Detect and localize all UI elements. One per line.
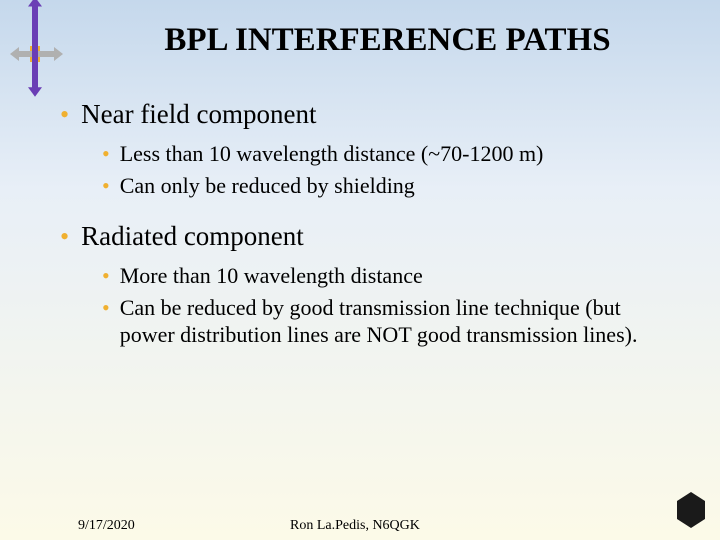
bullet-icon: • (102, 265, 110, 287)
footer-date: 9/17/2020 (78, 518, 135, 534)
slide-title: BPL INTERFERENCE PATHS (85, 22, 690, 59)
bullet-main: • Near field component (60, 99, 690, 130)
bullet-sub-text: More than 10 wavelength distance (120, 262, 423, 290)
bullet-icon: • (102, 143, 110, 165)
bullet-icon: • (102, 175, 110, 197)
footer-author: Ron La.Pedis, N6QGK (290, 518, 420, 534)
corner-decoration-icon (10, 0, 70, 100)
bullet-icon: • (60, 224, 69, 250)
sub-bullet-list: • More than 10 wavelength distance • Can… (60, 262, 690, 349)
bullet-sub-text: Can only be reduced by shielding (120, 172, 415, 200)
arrl-logo-icon (677, 492, 705, 528)
bullet-sub: • Can only be reduced by shielding (102, 172, 690, 200)
bullet-sub: • More than 10 wavelength distance (102, 262, 690, 290)
slide: BPL INTERFERENCE PATHS • Near field comp… (0, 0, 720, 540)
bullet-main-text: Near field component (81, 99, 316, 130)
bullet-icon: • (102, 297, 110, 319)
bullet-sub: • Can be reduced by good transmission li… (102, 294, 690, 349)
bullet-main-text: Radiated component (81, 221, 304, 252)
bullet-main: • Radiated component (60, 221, 690, 252)
bullet-icon: • (60, 102, 69, 128)
slide-content: • Near field component • Less than 10 wa… (30, 99, 690, 349)
bullet-sub-text: Less than 10 wavelength distance (~70-12… (120, 140, 544, 168)
bullet-sub-text: Can be reduced by good transmission line… (120, 294, 680, 349)
sub-bullet-list: • Less than 10 wavelength distance (~70-… (60, 140, 690, 199)
bullet-sub: • Less than 10 wavelength distance (~70-… (102, 140, 690, 168)
